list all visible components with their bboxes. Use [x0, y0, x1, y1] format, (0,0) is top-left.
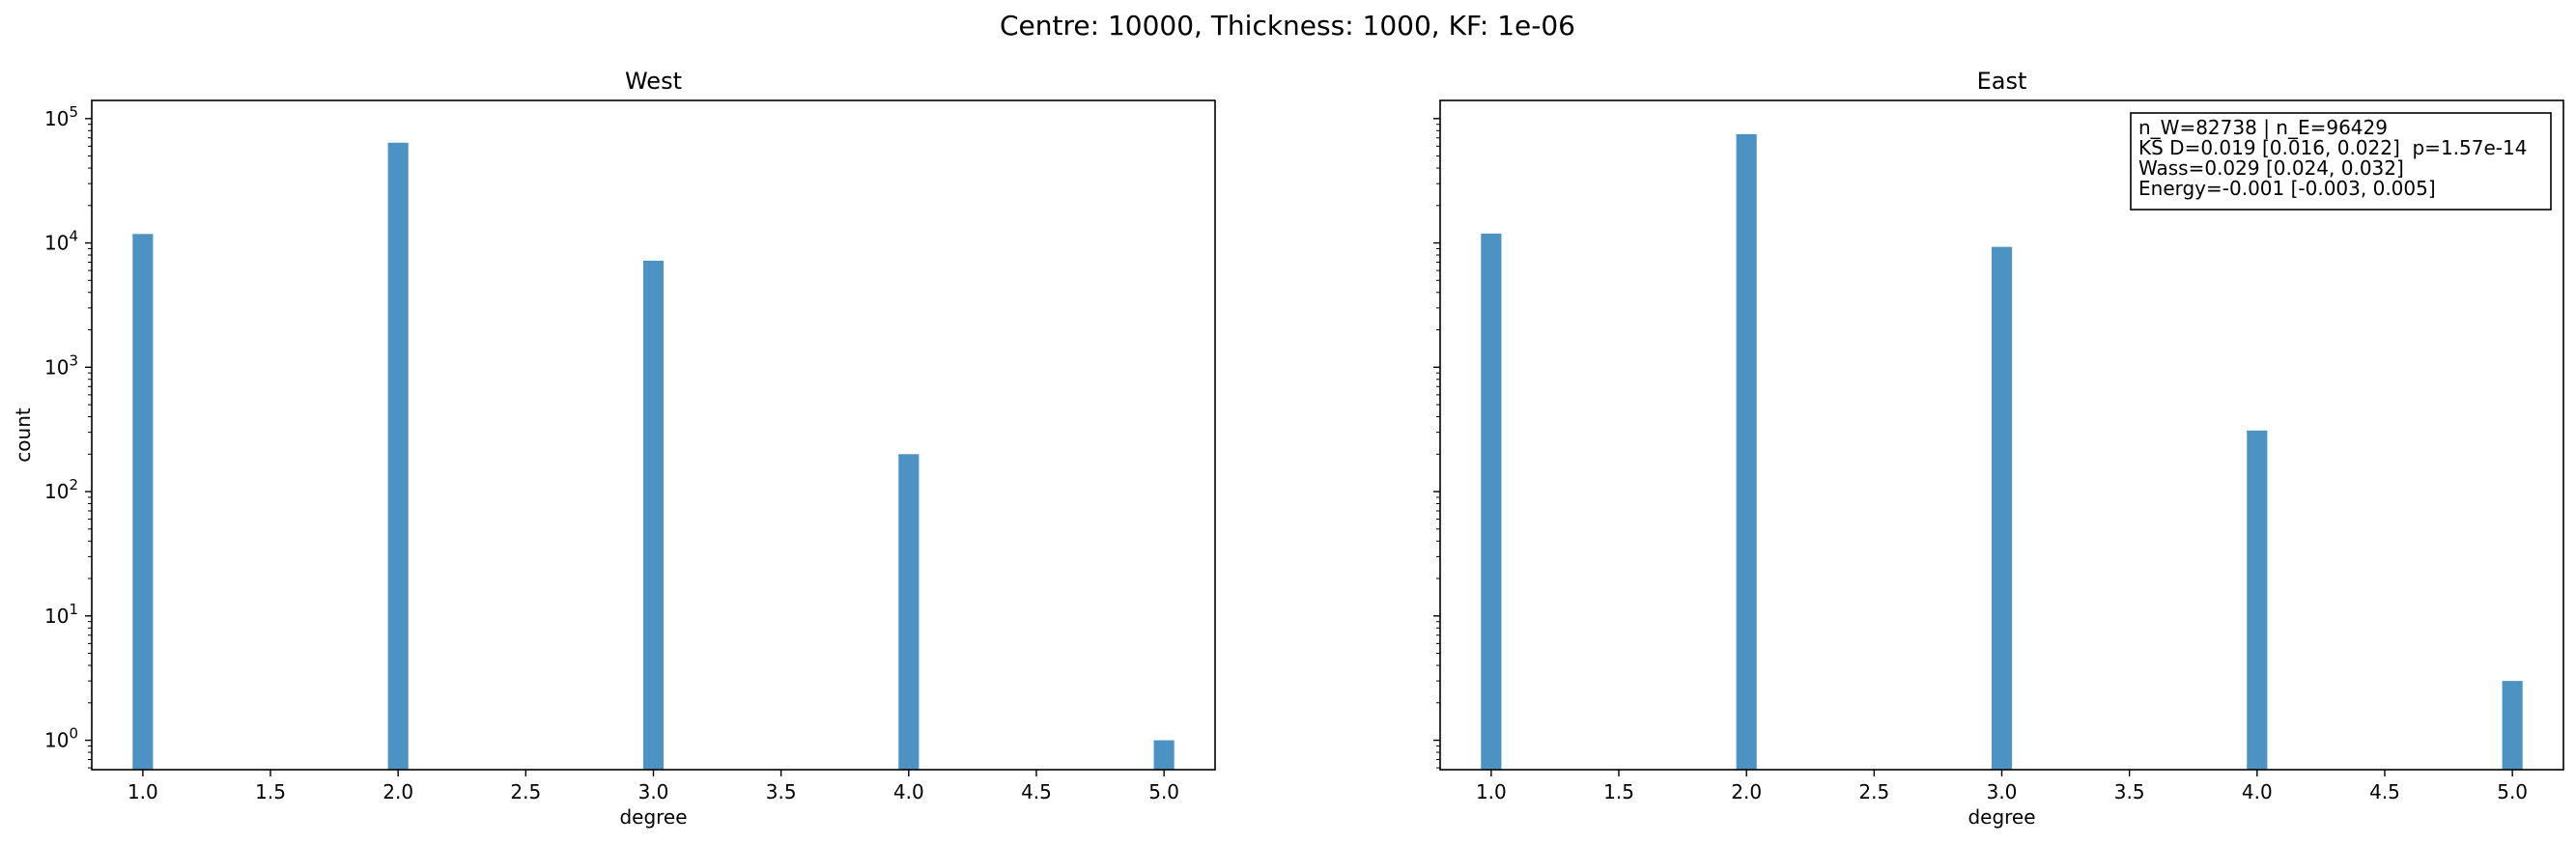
y-axis-label: count: [12, 408, 35, 463]
x-tick-label: 2.5: [1858, 780, 1889, 803]
y-tick-label: 102: [44, 476, 78, 503]
x-tick-label: 1.5: [255, 780, 286, 803]
y-tick-exponent: 2: [69, 476, 78, 493]
x-tick-label: 1.0: [127, 780, 158, 803]
y-tick-exponent: 1: [69, 601, 78, 618]
stats-line: Wass=0.029 [0.024, 0.032]: [2138, 156, 2404, 180]
x-tick-label: 2.5: [510, 780, 541, 803]
panel-east: 1.0 1.5 2.0 2.5 3.0 3.5 4.0 4.5 5.0 East degree n_W…: [1433, 68, 2564, 829]
x-tick-label: 4.0: [893, 780, 924, 803]
y-tick-base: 10: [44, 232, 69, 255]
y-tick-exponent: 4: [69, 228, 78, 245]
bar-degree-4: [898, 454, 920, 770]
bar-degree-5: [2502, 681, 2523, 770]
y-tick-base: 10: [44, 605, 69, 628]
x-axis-label: degree: [619, 805, 687, 829]
y-tick-label: 104: [44, 228, 78, 255]
panel-west: 1.0 1.5 2.0 2.5 3.0 3.5 4.0 4.5 5.01001011021031…: [12, 68, 1216, 829]
x-tick-label: 4.5: [2369, 780, 2400, 803]
bar-degree-2: [1736, 133, 1757, 771]
stats-line: Energy=-0.001 [-0.003, 0.005]: [2138, 177, 2436, 200]
x-tick-label: 3.0: [1987, 780, 2018, 803]
y-tick-label: 105: [44, 103, 78, 130]
y-tick-base: 10: [44, 729, 69, 752]
y-tick-base: 10: [44, 107, 69, 130]
x-axis-label: degree: [1967, 805, 2035, 829]
x-tick-label: 4.5: [1021, 780, 1052, 803]
stats-line: n_W=82738 | n_E=96429: [2138, 116, 2388, 139]
x-tick-label: 4.0: [2242, 780, 2273, 803]
y-tick-base: 10: [44, 355, 69, 379]
stats-box: [2130, 112, 2552, 211]
stats-line: KS D=0.019 [0.016, 0.022] p=1.57e-14: [2138, 136, 2527, 159]
y-tick-label: 100: [44, 725, 78, 752]
figure-title: Centre: 10000, Thickness: 1000, KF: 1e-0…: [1000, 10, 1575, 42]
y-tick-exponent: 0: [69, 725, 78, 743]
y-tick-label: 103: [44, 352, 78, 379]
x-tick-label: 3.5: [766, 780, 797, 803]
bar-degree-3: [1991, 246, 2013, 771]
x-tick-label: 3.0: [638, 780, 669, 803]
bar-degree-3: [642, 260, 665, 770]
bar-degree-1: [132, 234, 154, 770]
y-tick-exponent: 5: [69, 103, 78, 121]
x-tick-label: 1.5: [1603, 780, 1634, 803]
x-tick-label: 2.0: [382, 780, 413, 803]
y-tick-exponent: 3: [69, 352, 78, 369]
x-tick-label: 2.0: [1731, 780, 1762, 803]
panel-title: West: [625, 68, 682, 95]
x-tick-label: 5.0: [2497, 780, 2528, 803]
x-tick-label: 3.5: [2114, 780, 2145, 803]
bar-degree-5: [1153, 740, 1175, 770]
x-tick-label: 1.0: [1476, 780, 1507, 803]
bar-degree-2: [387, 142, 409, 771]
y-tick-base: 10: [44, 480, 69, 503]
bar-degree-4: [2247, 430, 2268, 770]
bar-degree-1: [1481, 233, 1502, 770]
panel-title: East: [1977, 68, 2027, 95]
x-tick-label: 5.0: [1148, 780, 1179, 803]
y-tick-label: 101: [44, 601, 78, 628]
